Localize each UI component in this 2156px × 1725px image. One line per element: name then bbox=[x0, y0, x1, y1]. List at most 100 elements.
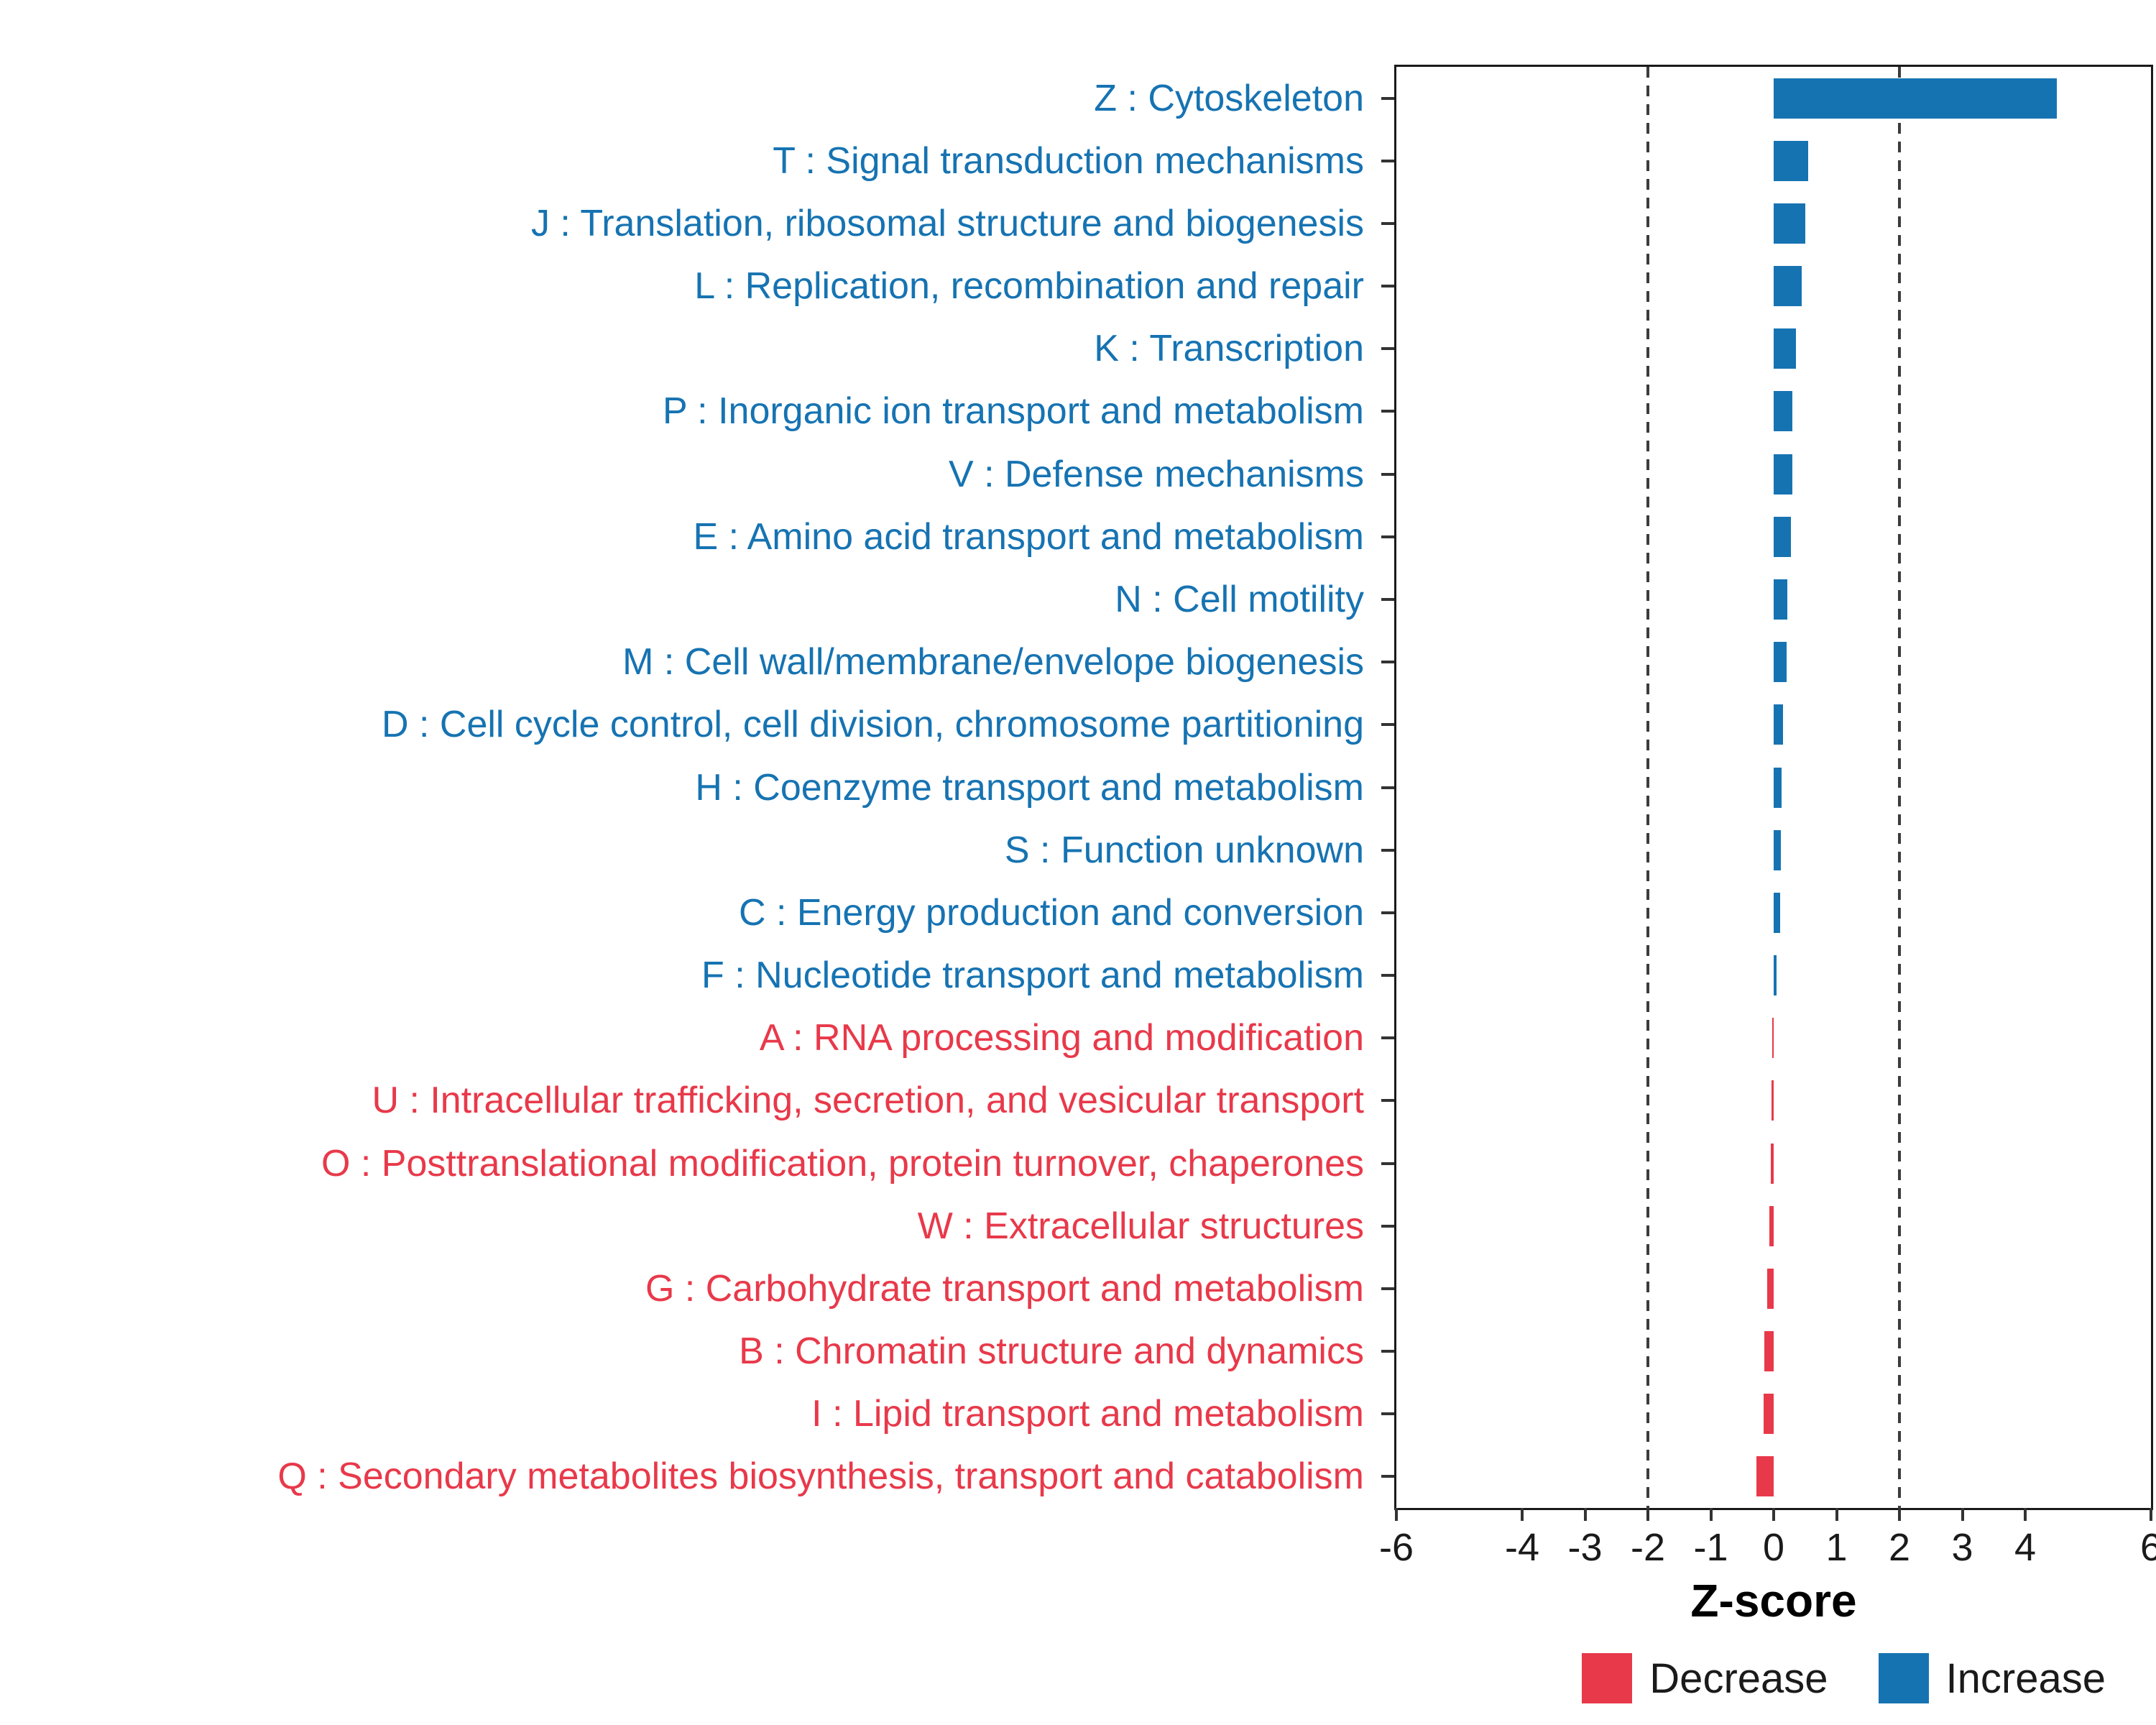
y-axis-labels: Z : Cytoskeleton T : Signal transduction … bbox=[0, 67, 1364, 1508]
x-tick-label: -4 bbox=[1504, 1526, 1540, 1569]
category-label: O : Posttranslational modification, prot… bbox=[321, 1142, 1364, 1184]
bar bbox=[1774, 704, 1784, 745]
x-tick-label: 6 bbox=[2139, 1526, 2156, 1569]
category-label: G : Carbohydrate transport and metabolis… bbox=[645, 1267, 1364, 1310]
legend-label-decrease: Decrease bbox=[1649, 1655, 1828, 1702]
bar bbox=[1756, 1456, 1774, 1497]
bar bbox=[1774, 78, 2057, 119]
x-tick-label: 2 bbox=[1888, 1526, 1911, 1569]
reference-line bbox=[1646, 67, 1649, 1508]
x-tick-label: -3 bbox=[1567, 1526, 1603, 1569]
category-label: Q : Secondary metabolites biosynthesis, … bbox=[277, 1455, 1364, 1498]
bar bbox=[1770, 1143, 1774, 1184]
y-tick-mark bbox=[1381, 1036, 1394, 1040]
y-tick-mark bbox=[1381, 911, 1394, 914]
bar bbox=[1774, 767, 1782, 808]
legend-swatch-decrease bbox=[1582, 1653, 1633, 1703]
x-tick-mark bbox=[1835, 1508, 1838, 1521]
category-label: E : Amino acid transport and metabolism bbox=[693, 515, 1364, 558]
y-tick-mark bbox=[1381, 1099, 1394, 1103]
x-axis: -6 -4 -3 -2 -1 0 1 2 3 4 6 bbox=[1379, 1508, 2156, 1594]
x-axis-title: Z-score bbox=[1690, 1575, 1857, 1627]
x-tick-label: 1 bbox=[1825, 1526, 1848, 1569]
y-tick-mark bbox=[1381, 472, 1394, 476]
y-tick-mark bbox=[1381, 347, 1394, 351]
legend: Decrease Increase bbox=[1582, 1653, 2106, 1703]
y-tick-mark bbox=[1381, 1412, 1394, 1416]
x-tick-label: -6 bbox=[1378, 1526, 1414, 1569]
x-tick-label: 3 bbox=[1951, 1526, 1973, 1569]
y-tick-mark bbox=[1381, 221, 1394, 225]
category-label: H : Coenzyme transport and metabolism bbox=[695, 766, 1364, 809]
bar bbox=[1774, 454, 1793, 494]
reference-line bbox=[1898, 67, 1901, 1508]
bar bbox=[1774, 829, 1781, 870]
x-tick-mark bbox=[1709, 1508, 1713, 1521]
category-label: I : Lipid transport and metabolism bbox=[811, 1393, 1364, 1435]
y-tick-mark bbox=[1381, 1350, 1394, 1353]
y-tick-mark bbox=[1381, 1287, 1394, 1290]
x-tick-label: -2 bbox=[1630, 1526, 1666, 1569]
category-label: A : RNA processing and modification bbox=[759, 1017, 1364, 1059]
bar bbox=[1774, 328, 1796, 369]
category-label: T : Signal transduction mechanisms bbox=[773, 139, 1364, 182]
bar bbox=[1774, 140, 1809, 181]
y-tick-mark bbox=[1381, 96, 1394, 100]
x-tick-label: 0 bbox=[1762, 1526, 1785, 1569]
x-tick-mark bbox=[1395, 1508, 1398, 1521]
legend-swatch-increase bbox=[1878, 1653, 1929, 1703]
y-tick-mark bbox=[1381, 535, 1394, 538]
category-label: N : Cell motility bbox=[1115, 578, 1364, 620]
legend-item-decrease: Decrease bbox=[1582, 1653, 1828, 1703]
y-tick-mark bbox=[1381, 1224, 1394, 1228]
bar bbox=[1774, 391, 1793, 432]
x-tick-mark bbox=[2024, 1508, 2027, 1521]
category-label: L : Replication, recombination and repai… bbox=[694, 265, 1364, 308]
bar bbox=[1769, 1205, 1774, 1246]
y-axis-ticks bbox=[1381, 67, 1394, 1508]
category-label: S : Function unknown bbox=[1004, 829, 1364, 871]
y-tick-mark bbox=[1381, 661, 1394, 664]
x-tick-mark bbox=[1961, 1508, 1964, 1521]
y-tick-mark bbox=[1381, 410, 1394, 413]
bar bbox=[1764, 1394, 1774, 1435]
plot-panel bbox=[1394, 65, 2153, 1510]
bar bbox=[1772, 1080, 1774, 1121]
bar bbox=[1774, 955, 1777, 996]
y-tick-mark bbox=[1381, 159, 1394, 162]
y-tick-mark bbox=[1381, 786, 1394, 789]
category-label: K : Transcription bbox=[1094, 328, 1364, 370]
y-tick-mark bbox=[1381, 285, 1394, 288]
category-label: U : Intracellular trafficking, secretion… bbox=[372, 1080, 1364, 1122]
legend-label-increase: Increase bbox=[1945, 1655, 2106, 1702]
x-tick-mark bbox=[1646, 1508, 1649, 1521]
bar bbox=[1774, 579, 1788, 620]
bar bbox=[1774, 266, 1802, 307]
category-label: M : Cell wall/membrane/envelope biogenes… bbox=[622, 641, 1364, 684]
bar bbox=[1767, 1268, 1774, 1309]
bar bbox=[1774, 892, 1780, 933]
x-tick-mark bbox=[2150, 1508, 2152, 1521]
category-label: C : Energy production and conversion bbox=[738, 891, 1364, 934]
x-tick-mark bbox=[1772, 1508, 1775, 1521]
category-label: Z : Cytoskeleton bbox=[1094, 77, 1364, 119]
y-tick-mark bbox=[1381, 723, 1394, 727]
category-label: P : Inorganic ion transport and metaboli… bbox=[662, 390, 1364, 433]
x-tick-mark bbox=[1521, 1508, 1524, 1521]
category-label: W : Extracellular structures bbox=[917, 1205, 1364, 1247]
category-label: J : Translation, ribosomal structure and… bbox=[530, 202, 1364, 244]
x-tick-mark bbox=[1898, 1508, 1901, 1521]
x-tick-label: -1 bbox=[1693, 1526, 1728, 1569]
category-label: B : Chromatin structure and dynamics bbox=[739, 1330, 1364, 1373]
legend-item-increase: Increase bbox=[1878, 1653, 2106, 1703]
y-tick-mark bbox=[1381, 848, 1394, 852]
y-tick-mark bbox=[1381, 1475, 1394, 1478]
bar bbox=[1774, 203, 1805, 244]
y-tick-mark bbox=[1381, 974, 1394, 978]
category-label: D : Cell cycle control, cell division, c… bbox=[382, 704, 1364, 746]
category-label: F : Nucleotide transport and metabolism bbox=[701, 954, 1364, 997]
category-label: V : Defense mechanisms bbox=[948, 453, 1364, 495]
y-tick-mark bbox=[1381, 597, 1394, 601]
x-tick-label: 4 bbox=[2014, 1526, 2037, 1569]
